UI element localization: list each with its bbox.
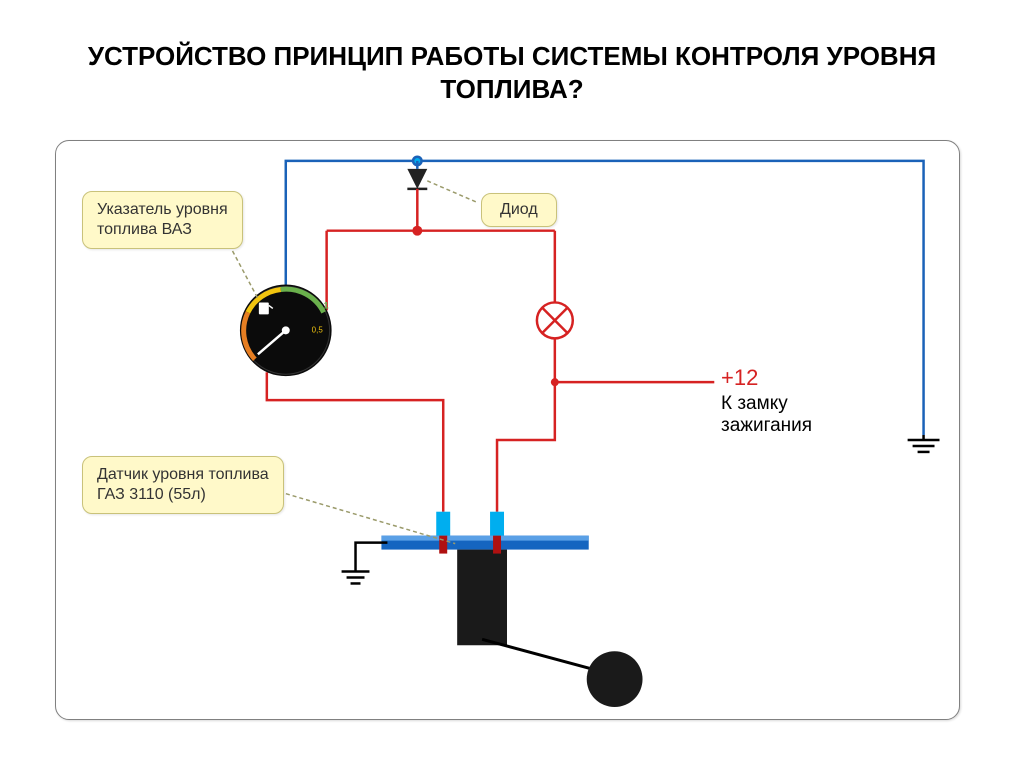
diode-icon <box>407 161 427 189</box>
fuel-sensor <box>342 536 643 707</box>
svg-text:1: 1 <box>324 300 329 310</box>
sensor-callout: Датчик уровня топлива ГАЗ 3110 (55л) <box>82 456 284 514</box>
wire-blue <box>286 155 940 451</box>
ignition-label: К замку зажигания <box>721 393 812 437</box>
sensor-pin-sleeve-right <box>490 512 504 536</box>
page-title: УСТРОЙСТВО ПРИНЦИП РАБОТЫ СИСТЕМЫ КОНТРО… <box>0 0 1024 115</box>
plus12-label: +12 <box>721 365 758 391</box>
svg-text:0,5: 0,5 <box>312 325 324 334</box>
fuel-gauge-icon: 1 0,5 <box>240 285 332 377</box>
sensor-pin-sleeve-left <box>436 512 450 536</box>
sensor-leader <box>266 488 455 544</box>
wire-red <box>267 189 714 512</box>
diagram-frame: 1 0,5 Указатель уровня топлива ВАЗ Диод … <box>55 140 960 720</box>
diode-callout: Диод <box>481 193 557 227</box>
lamp-icon <box>537 302 573 338</box>
gauge-callout: Указатель уровня топлива ВАЗ <box>82 191 243 249</box>
diode-leader <box>427 181 478 203</box>
